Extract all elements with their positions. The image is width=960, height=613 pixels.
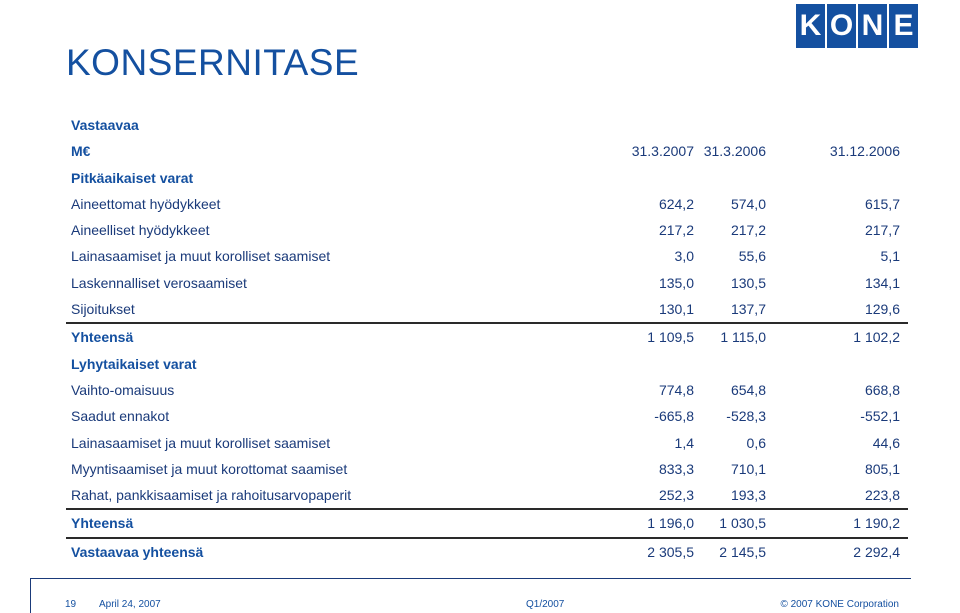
balance-sheet-table: Vastaavaa M€ 31.3.2007 31.3.2006 31.12.2… — [66, 112, 908, 565]
table-row: Lainasaamiset ja muut korolliset saamise… — [66, 243, 908, 269]
cell-value: 0,6 — [746, 434, 766, 451]
cell-value: -665,8 — [654, 408, 694, 425]
footer-date: April 24, 2007 — [99, 599, 161, 610]
cell-value: 3,0 — [674, 248, 694, 265]
section-title: Lyhytaikaiset varat — [71, 355, 197, 372]
cell-value: 2 292,4 — [853, 543, 900, 560]
cell-value: 223,8 — [864, 487, 900, 504]
grand-total-row: Vastaavaa yhteensä 2 305,5 2 145,5 2 292… — [66, 536, 908, 565]
cell-value: 615,7 — [864, 195, 900, 212]
cell-value: 137,7 — [730, 301, 766, 318]
cell-value: 2 145,5 — [719, 543, 766, 560]
cell-value: 574,0 — [730, 195, 766, 212]
row-label: Saadut ennakot — [71, 408, 170, 425]
section-header-row: Lyhytaikaiset varat — [66, 351, 908, 377]
cell-value: 1 190,2 — [853, 515, 900, 532]
logo-letter: E — [889, 4, 918, 48]
logo-letter: O — [827, 4, 856, 48]
cell-value: 134,1 — [864, 274, 900, 291]
cell-value: 44,6 — [872, 434, 900, 451]
slide-footer: 19 April 24, 2007 Q1/2007 © 2007 KONE Co… — [30, 578, 911, 613]
column-header: 31.12.2006 — [829, 143, 900, 160]
cell-value: -552,1 — [860, 408, 900, 425]
cell-value: 805,1 — [864, 460, 900, 477]
logo-letter: N — [858, 4, 887, 48]
cell-value: 135,0 — [658, 274, 694, 291]
cell-value: 55,6 — [738, 248, 766, 265]
page-title: KONSERNITASE — [66, 42, 360, 83]
column-header-row: M€ 31.3.2007 31.3.2006 31.12.2006 — [66, 138, 908, 164]
cell-value: 1 109,5 — [647, 329, 694, 346]
table-heading-row: Vastaavaa — [66, 112, 908, 138]
cell-value: 130,1 — [658, 301, 694, 318]
total-row: Yhteensä 1 109,5 1 115,0 1 102,2 — [66, 322, 908, 350]
cell-value: -528,3 — [726, 408, 766, 425]
total-label: Yhteensä — [71, 329, 134, 346]
row-label: Lainasaamiset ja muut korolliset saamise… — [71, 434, 331, 451]
row-label: Aineelliset hyödykkeet — [71, 222, 210, 239]
grand-total-label: Vastaavaa yhteensä — [71, 543, 204, 560]
table-row: Laskennalliset verosaamiset 135,0 130,5 … — [66, 270, 908, 296]
table-row: Myyntisaamiset ja muut korottomat saamis… — [66, 456, 908, 482]
cell-value: 668,8 — [864, 381, 900, 398]
page-number: 19 — [65, 599, 77, 610]
cell-value: 654,8 — [730, 381, 766, 398]
cell-value: 252,3 — [658, 487, 694, 504]
footer-copyright: © 2007 KONE Corporation — [780, 599, 899, 610]
cell-value: 217,2 — [730, 222, 766, 239]
table-row: Sijoitukset 130,1 137,7 129,6 — [66, 296, 908, 322]
table-row: Aineettomat hyödykkeet 624,2 574,0 615,7 — [66, 191, 908, 217]
cell-value: 1 102,2 — [853, 329, 900, 346]
table-heading: Vastaavaa — [71, 117, 139, 133]
row-label: Vaihto-omaisuus — [71, 381, 175, 398]
cell-value: 833,3 — [658, 460, 694, 477]
unit-label: M€ — [71, 143, 91, 160]
total-label: Yhteensä — [71, 515, 134, 532]
cell-value: 624,2 — [658, 195, 694, 212]
table-row: Aineelliset hyödykkeet 217,2 217,2 217,7 — [66, 217, 908, 243]
column-header: 31.3.2006 — [703, 143, 766, 160]
cell-value: 5,1 — [880, 248, 900, 265]
cell-value: 217,2 — [658, 222, 694, 239]
kone-logo: K O N E — [796, 4, 918, 48]
total-row: Yhteensä 1 196,0 1 030,5 1 190,2 — [66, 508, 908, 536]
row-label: Sijoitukset — [71, 301, 135, 318]
cell-value: 1 115,0 — [720, 329, 766, 346]
cell-value: 774,8 — [658, 381, 694, 398]
cell-value: 710,1 — [730, 460, 766, 477]
logo-letter: K — [796, 4, 825, 48]
table-row: Rahat, pankkisaamiset ja rahoitusarvopap… — [66, 482, 908, 508]
row-label: Rahat, pankkisaamiset ja rahoitusarvopap… — [71, 487, 352, 504]
cell-value: 193,3 — [730, 487, 766, 504]
cell-value: 1 196,0 — [647, 515, 694, 532]
cell-value: 1 030,5 — [719, 515, 766, 532]
table-row: Vaihto-omaisuus 774,8 654,8 668,8 — [66, 377, 908, 403]
section-title: Pitkäaikaiset varat — [71, 169, 194, 186]
row-label: Myyntisaamiset ja muut korottomat saamis… — [71, 460, 348, 477]
table-row: Lainasaamiset ja muut korolliset saamise… — [66, 430, 908, 456]
table-row: Saadut ennakot -665,8 -528,3 -552,1 — [66, 403, 908, 429]
footer-quarter: Q1/2007 — [526, 599, 565, 610]
cell-value: 217,7 — [864, 222, 900, 239]
cell-value: 130,5 — [730, 274, 766, 291]
cell-value: 1,4 — [674, 434, 694, 451]
column-header: 31.3.2007 — [631, 143, 694, 160]
section-header-row: Pitkäaikaiset varat — [66, 165, 908, 191]
row-label: Lainasaamiset ja muut korolliset saamise… — [71, 248, 331, 265]
cell-value: 2 305,5 — [647, 543, 694, 560]
cell-value: 129,6 — [864, 301, 900, 318]
row-label: Laskennalliset verosaamiset — [71, 274, 247, 291]
row-label: Aineettomat hyödykkeet — [71, 195, 221, 212]
